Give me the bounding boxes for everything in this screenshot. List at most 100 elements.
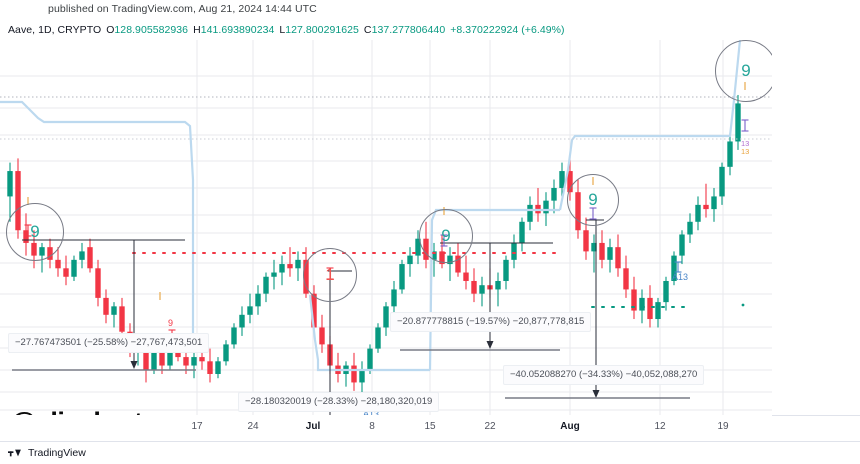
- candle: [191, 352, 197, 379]
- candle: [119, 297, 125, 336]
- candle: [391, 280, 397, 315]
- a13-label-right: A13: [672, 272, 689, 282]
- candle: [23, 213, 29, 256]
- svg-text:9: 9: [168, 318, 173, 328]
- candle: [463, 255, 469, 290]
- measurement-label-1: −27.767473501 (−25.58%) −27,767,473,501: [8, 333, 210, 353]
- candle: [575, 179, 581, 239]
- candle: [71, 255, 77, 281]
- chart-plot-area[interactable]: 9 9 1 9 9 9 A13 A13 13 13: [0, 40, 772, 415]
- candle: [87, 238, 93, 273]
- candle: [719, 162, 725, 205]
- legend-close-value: 137.277806440: [371, 24, 446, 36]
- candle: [239, 306, 245, 336]
- measurement-label-4: −40.052088270 (−34.33%) −40,052,088,270: [503, 365, 705, 385]
- tiny-13-orange: 13: [741, 147, 750, 156]
- candle: [695, 196, 701, 231]
- candle: [687, 213, 693, 243]
- time-tick-label: 22: [484, 421, 496, 432]
- candle: [415, 230, 421, 265]
- overlay-drawings: 9: [0, 40, 772, 415]
- candle: [375, 323, 381, 353]
- candle: [735, 94, 741, 150]
- candle: [31, 230, 37, 269]
- candle: [671, 251, 677, 286]
- footer-divider: [0, 441, 860, 442]
- candle: [559, 162, 565, 197]
- legend-high-value: 141.693890234: [200, 24, 275, 36]
- candle: [223, 340, 229, 366]
- candle: [663, 276, 669, 311]
- candle: [647, 285, 653, 328]
- published-caption: published on TradingView.com, Aug 21, 20…: [48, 3, 317, 15]
- candle: [111, 302, 117, 328]
- candle: [591, 234, 597, 273]
- tradingview-mark-icon: [8, 449, 21, 457]
- candle: [47, 238, 53, 269]
- candle: [303, 247, 309, 298]
- candle: [679, 230, 685, 265]
- candle: [215, 357, 221, 379]
- legend-high-label: H: [193, 24, 201, 36]
- candle: [623, 255, 629, 298]
- candle: [519, 217, 525, 252]
- candle: [631, 276, 637, 320]
- legend-low-label: L: [279, 24, 286, 36]
- candle: [423, 221, 429, 269]
- candle: [255, 285, 261, 315]
- candle: [583, 217, 589, 260]
- time-tick-label: 12: [654, 421, 666, 432]
- candle: [39, 242, 45, 273]
- time-tick-label: 19: [717, 421, 729, 432]
- candle: [431, 242, 437, 277]
- measurement-label-2: −28.180320019 (−28.33%) −28,180,320,019: [238, 392, 440, 412]
- candle: [607, 238, 613, 273]
- candle: [295, 251, 301, 281]
- candle: [95, 259, 101, 307]
- candle: [287, 247, 293, 277]
- candle: [511, 234, 517, 269]
- time-tick-label: 8: [369, 421, 375, 432]
- candle: [359, 361, 365, 396]
- candle: [247, 293, 253, 324]
- candle: [711, 187, 717, 222]
- candle: [407, 247, 413, 277]
- time-tick-label: 24: [247, 421, 259, 432]
- candle: [271, 259, 277, 290]
- tiny-13-purple: 13: [741, 139, 750, 148]
- legend-symbol[interactable]: Aave, 1D, CRYPTO: [8, 24, 102, 36]
- legend-open-label: O: [106, 24, 115, 36]
- candle: [207, 348, 213, 383]
- candle: [399, 259, 405, 294]
- candle: [447, 247, 453, 281]
- footer-bar: [0, 442, 860, 464]
- candle: [279, 255, 285, 286]
- tradingview-brand-label: TradingView: [28, 447, 86, 459]
- candle: [63, 255, 69, 286]
- a13-label-mid: A13: [363, 409, 380, 415]
- candle: [351, 352, 357, 391]
- candle: [503, 255, 509, 290]
- candle: [55, 247, 61, 277]
- candle: [319, 314, 325, 353]
- candle: [727, 133, 733, 176]
- candle: [455, 242, 461, 277]
- time-tick-label: 15: [424, 421, 436, 432]
- candle: [103, 289, 109, 324]
- measurement-label-3: −20.877778815 (−19.57%) −20,877,778,815: [390, 312, 592, 332]
- tradingview-logo[interactable]: TradingView: [8, 447, 86, 459]
- candle: [383, 302, 389, 336]
- time-tick-label: 17: [191, 421, 203, 432]
- chart-legend: Aave, 1D, CRYPTO O128.905582936 H141.69389…: [8, 24, 565, 36]
- candle: [495, 272, 501, 307]
- candle: [599, 230, 605, 269]
- candle: [655, 297, 661, 328]
- legend-open-value: 128.905582936: [114, 24, 189, 36]
- candle: [479, 276, 485, 307]
- legend-close-label: C: [363, 24, 372, 36]
- candle: [615, 234, 621, 277]
- time-axis[interactable]: 17 24 Jul 8 15 22 Aug 12 19: [0, 415, 772, 441]
- candle: [263, 272, 269, 303]
- price-axis[interactable]: USD 150.000000000140.000000000132.000000…: [772, 18, 860, 422]
